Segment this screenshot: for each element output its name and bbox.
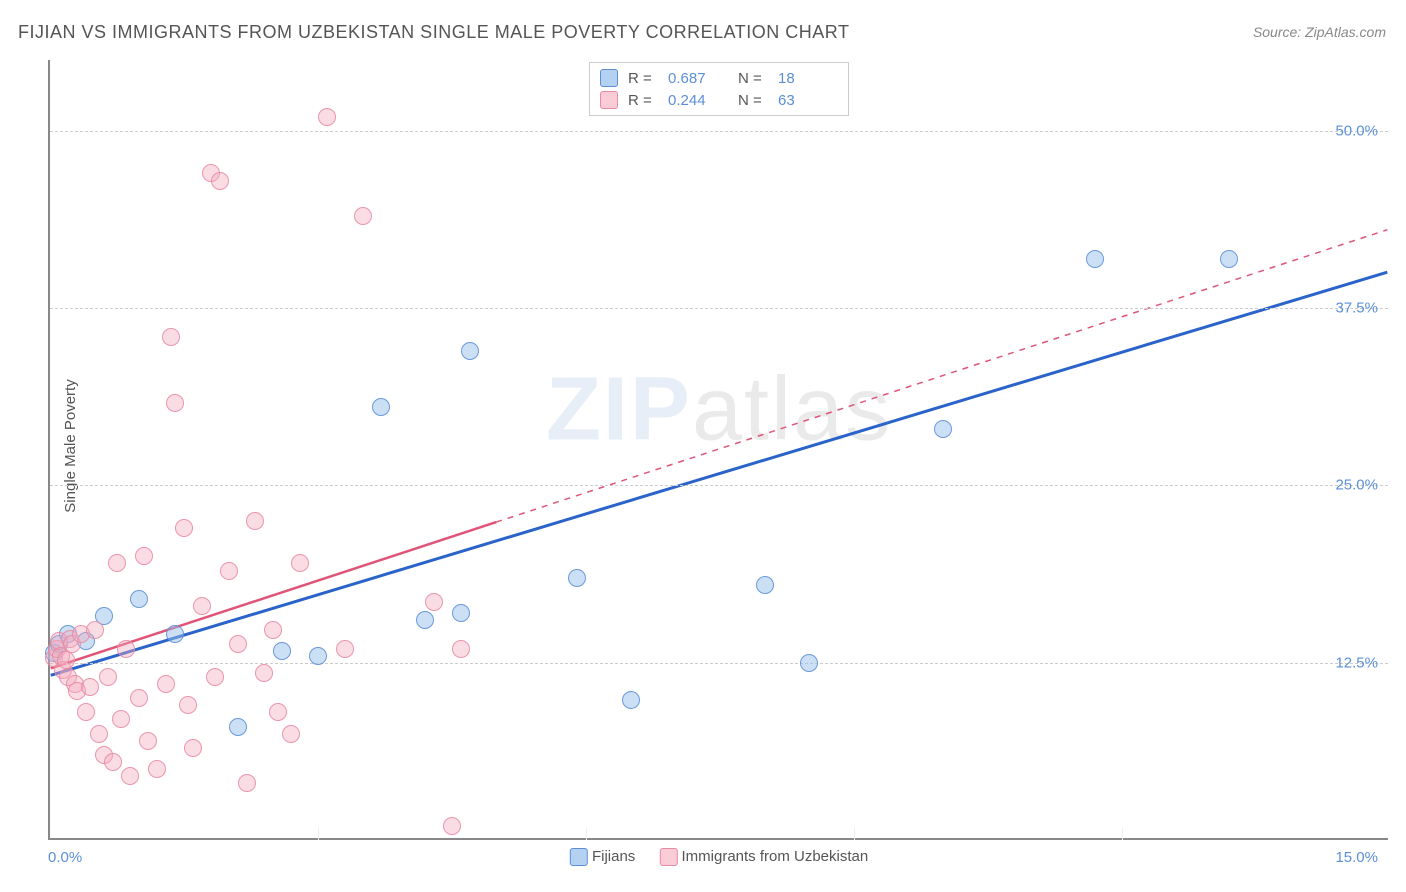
- watermark: ZIPatlas: [546, 359, 892, 462]
- data-point: [269, 703, 287, 721]
- watermark-thin: atlas: [692, 360, 892, 460]
- legend-swatch-pink: [659, 848, 677, 866]
- data-point: [121, 767, 139, 785]
- data-point: [211, 172, 229, 190]
- data-point: [354, 207, 372, 225]
- data-point: [622, 691, 640, 709]
- legend-label: Fijians: [592, 848, 635, 865]
- correlation-legend: R = 0.687 N = 18 R = 0.244 N = 63: [589, 62, 849, 116]
- data-point: [193, 597, 211, 615]
- data-point: [264, 621, 282, 639]
- legend-r-value: 0.244: [668, 92, 728, 109]
- data-point: [206, 668, 224, 686]
- data-point: [130, 590, 148, 608]
- data-point: [452, 604, 470, 622]
- y-tick-label: 50.0%: [1335, 122, 1378, 139]
- y-tick-label: 25.0%: [1335, 477, 1378, 494]
- data-point: [104, 753, 122, 771]
- watermark-bold: ZIP: [546, 360, 692, 460]
- legend-row-uzbekistan: R = 0.244 N = 63: [600, 89, 838, 111]
- data-point: [461, 342, 479, 360]
- legend-label: Immigrants from Uzbekistan: [681, 848, 868, 865]
- data-point: [416, 611, 434, 629]
- source-attribution: Source: ZipAtlas.com: [1253, 24, 1386, 40]
- x-tick-mark: [1122, 828, 1123, 840]
- data-point: [135, 547, 153, 565]
- y-tick-label: 37.5%: [1335, 300, 1378, 317]
- data-point: [372, 398, 390, 416]
- data-point: [157, 675, 175, 693]
- data-point: [255, 664, 273, 682]
- legend-n-value: 18: [778, 70, 838, 87]
- data-point: [77, 703, 95, 721]
- gridline-horizontal: [50, 663, 1388, 664]
- data-point: [112, 710, 130, 728]
- data-point: [179, 696, 197, 714]
- legend-item-fijians: Fijians: [570, 848, 636, 866]
- data-point: [800, 654, 818, 672]
- data-point: [238, 774, 256, 792]
- gridline-horizontal: [50, 308, 1388, 309]
- data-point: [117, 640, 135, 658]
- x-tick-mark: [318, 828, 319, 840]
- data-point: [318, 108, 336, 126]
- gridline-horizontal: [50, 485, 1388, 486]
- data-point: [166, 394, 184, 412]
- chart-title: FIJIAN VS IMMIGRANTS FROM UZBEKISTAN SIN…: [18, 22, 849, 43]
- data-point: [162, 328, 180, 346]
- data-point: [291, 554, 309, 572]
- y-tick-label: 12.5%: [1335, 654, 1378, 671]
- data-point: [139, 732, 157, 750]
- x-tick-end: 15.0%: [1335, 849, 1378, 866]
- data-point: [425, 593, 443, 611]
- legend-r-label: R =: [628, 70, 658, 87]
- legend-r-value: 0.687: [668, 70, 728, 87]
- x-tick-origin: 0.0%: [48, 849, 82, 866]
- gridline-horizontal: [50, 131, 1388, 132]
- legend-swatch-blue: [570, 848, 588, 866]
- data-point: [57, 651, 75, 669]
- data-point: [246, 512, 264, 530]
- data-point: [568, 569, 586, 587]
- data-point: [452, 640, 470, 658]
- legend-n-label: N =: [738, 92, 768, 109]
- data-point: [443, 817, 461, 835]
- data-point: [220, 562, 238, 580]
- data-point: [166, 625, 184, 643]
- legend-swatch-blue: [600, 69, 618, 87]
- data-point: [130, 689, 148, 707]
- data-point: [175, 519, 193, 537]
- data-point: [90, 725, 108, 743]
- data-point: [86, 621, 104, 639]
- data-point: [1220, 250, 1238, 268]
- data-point: [282, 725, 300, 743]
- x-tick-mark: [586, 828, 587, 840]
- data-point: [99, 668, 117, 686]
- data-point: [229, 635, 247, 653]
- data-point: [273, 642, 291, 660]
- data-point: [934, 420, 952, 438]
- scatter-plot-area: ZIPatlas R = 0.687 N = 18 R = 0.244 N = …: [48, 60, 1388, 840]
- data-point: [1086, 250, 1104, 268]
- series-legend: Fijians Immigrants from Uzbekistan: [570, 848, 868, 866]
- data-point: [309, 647, 327, 665]
- data-point: [229, 718, 247, 736]
- legend-row-fijians: R = 0.687 N = 18: [600, 67, 838, 89]
- legend-r-label: R =: [628, 92, 658, 109]
- data-point: [81, 678, 99, 696]
- data-point: [108, 554, 126, 572]
- data-point: [756, 576, 774, 594]
- trend-lines-svg: [50, 60, 1388, 838]
- data-point: [336, 640, 354, 658]
- x-tick-mark: [854, 828, 855, 840]
- data-point: [184, 739, 202, 757]
- legend-n-label: N =: [738, 70, 768, 87]
- data-point: [148, 760, 166, 778]
- legend-swatch-pink: [600, 91, 618, 109]
- legend-n-value: 63: [778, 92, 838, 109]
- legend-item-uzbekistan: Immigrants from Uzbekistan: [659, 848, 868, 866]
